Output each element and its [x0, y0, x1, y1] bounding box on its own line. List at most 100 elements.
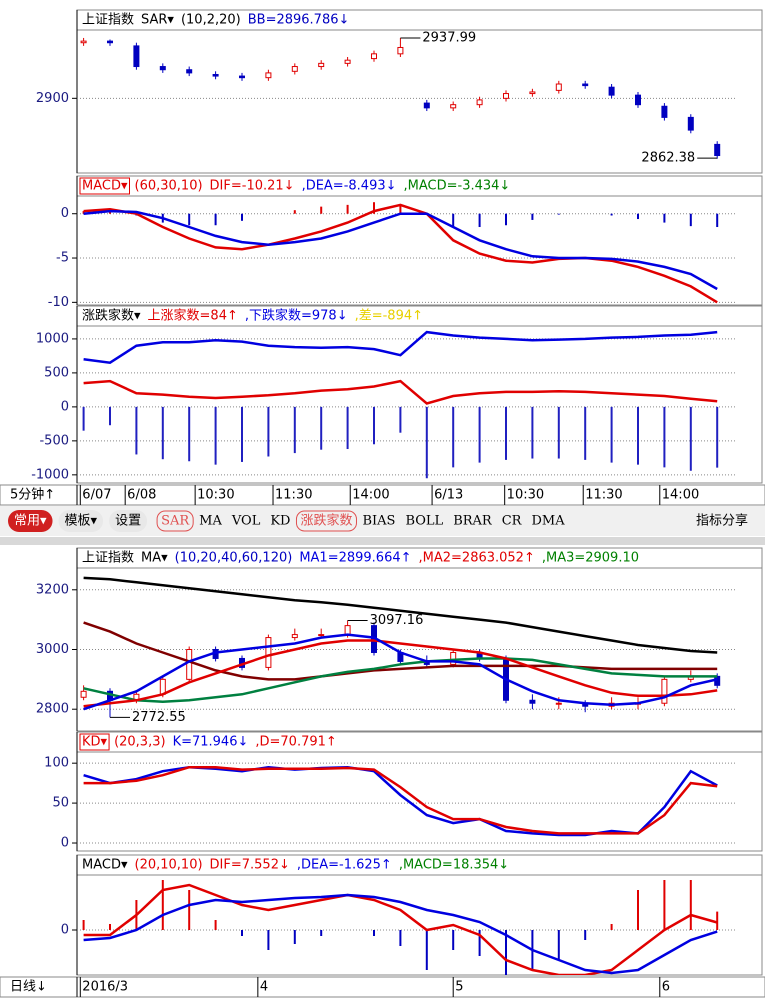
x-axis-label: 日线↓ — [10, 980, 47, 995]
annotation: 2772.55 — [132, 710, 186, 725]
bar — [241, 406, 243, 462]
share-button[interactable]: 指标分享 — [696, 513, 748, 529]
indicator-tab[interactable]: DMA — [531, 514, 565, 529]
candle-body — [80, 690, 87, 698]
candle-body — [555, 702, 562, 705]
bar — [399, 930, 402, 946]
toolbar-button[interactable] — [109, 510, 148, 532]
toolbar-button-text[interactable]: 常用▾ — [14, 514, 47, 529]
bar — [689, 406, 692, 471]
y-tick-label: -5 — [56, 251, 69, 266]
indicator-tab[interactable]: 涨跌家数 — [300, 513, 352, 529]
header-text: MA1=2899.664↑ — [299, 551, 411, 566]
candle-body — [661, 105, 668, 118]
y-tick-label: 0 — [61, 923, 69, 938]
candle-body — [186, 649, 193, 680]
line-series — [83, 203, 718, 304]
candle-body — [107, 40, 113, 44]
bar — [82, 406, 85, 431]
candle-body — [687, 116, 694, 131]
bar — [109, 211, 111, 214]
bar — [373, 406, 375, 445]
bar — [373, 202, 375, 214]
bar — [214, 920, 217, 930]
header-text: (60,30,10) — [135, 179, 203, 194]
y-tick-label: 50 — [52, 796, 69, 811]
x-tick-label: 11:30 — [585, 488, 622, 503]
indicator-tab[interactable]: BOLL — [405, 514, 443, 529]
bar — [214, 213, 217, 226]
bar — [452, 930, 455, 950]
separator — [0, 537, 765, 545]
indicator-tab[interactable]: CR — [502, 514, 523, 529]
indicator-tab[interactable]: VOL — [231, 514, 261, 529]
toolbar-button-text[interactable]: 设置 — [115, 514, 141, 529]
toolbar-button[interactable] — [8, 510, 53, 532]
candle-body — [503, 93, 509, 99]
bar — [161, 880, 164, 930]
bar — [505, 930, 507, 975]
bar — [478, 930, 481, 956]
bar — [399, 204, 402, 214]
line-series — [83, 576, 718, 654]
candle-body — [397, 46, 404, 55]
indicator-tab[interactable]: MA — [199, 514, 222, 529]
x-axis-label: 5分钟↑ — [10, 487, 55, 503]
header-text: (20,3,3) — [114, 735, 166, 750]
header-box — [79, 733, 110, 751]
bar — [320, 206, 323, 214]
bar — [663, 406, 666, 468]
bar — [584, 406, 587, 460]
candle-body — [608, 86, 615, 96]
bar — [689, 213, 692, 227]
candle-body — [661, 678, 668, 704]
bar — [557, 406, 560, 459]
bar — [637, 213, 639, 220]
bar — [637, 890, 639, 930]
plot — [80, 37, 721, 159]
bar — [505, 406, 507, 460]
candle-body — [529, 699, 536, 704]
indicator-tab[interactable]: KD — [270, 514, 290, 529]
toolbar-button[interactable] — [58, 510, 104, 532]
bar — [293, 210, 296, 214]
line-series — [83, 639, 718, 708]
x-tick-label: 14:00 — [352, 488, 389, 503]
bar — [346, 406, 349, 450]
header-text: ,MA3=2909.10 — [542, 551, 639, 566]
bar — [399, 406, 402, 433]
bar — [663, 213, 666, 223]
bar — [161, 406, 164, 460]
bar — [452, 213, 455, 228]
y-tick-label: 3000 — [36, 642, 69, 657]
bar — [689, 880, 692, 930]
line-series — [83, 883, 718, 975]
x-tick-label: 2016/3 — [82, 980, 128, 995]
indicator-tab[interactable]: BRAR — [453, 514, 493, 529]
bar — [293, 406, 296, 454]
bar — [241, 930, 243, 936]
line-series — [83, 330, 718, 364]
header-text: MA▾ — [141, 551, 168, 566]
header-text: DIF=7.552↓ — [210, 858, 290, 873]
bar — [188, 213, 191, 226]
bar — [610, 213, 613, 216]
line-series — [83, 657, 718, 703]
annotation: 2862.38 — [641, 151, 695, 166]
y-tick-label: 2800 — [36, 702, 69, 717]
x-axis-row — [0, 484, 765, 506]
annotation: 3097.16 — [370, 613, 424, 628]
candle-body — [371, 53, 377, 60]
toolbar-button-text[interactable]: 模板▾ — [65, 514, 98, 529]
y-tick-label: 0 — [61, 836, 69, 851]
y-tick-label: 3200 — [36, 582, 69, 597]
indicator-tab[interactable]: BIAS — [362, 514, 395, 529]
y-tick-label: -10 — [48, 295, 69, 310]
header-text: ,DEA=-8.493↓ — [302, 179, 397, 194]
header-text: (10,2,20) — [181, 13, 241, 28]
header-text: ,MA2=2863.052↑ — [419, 551, 535, 566]
indicator-tab[interactable]: SAR — [161, 514, 190, 529]
bar — [373, 930, 375, 936]
y-tick-label: 1000 — [36, 331, 69, 346]
bar — [425, 406, 428, 479]
